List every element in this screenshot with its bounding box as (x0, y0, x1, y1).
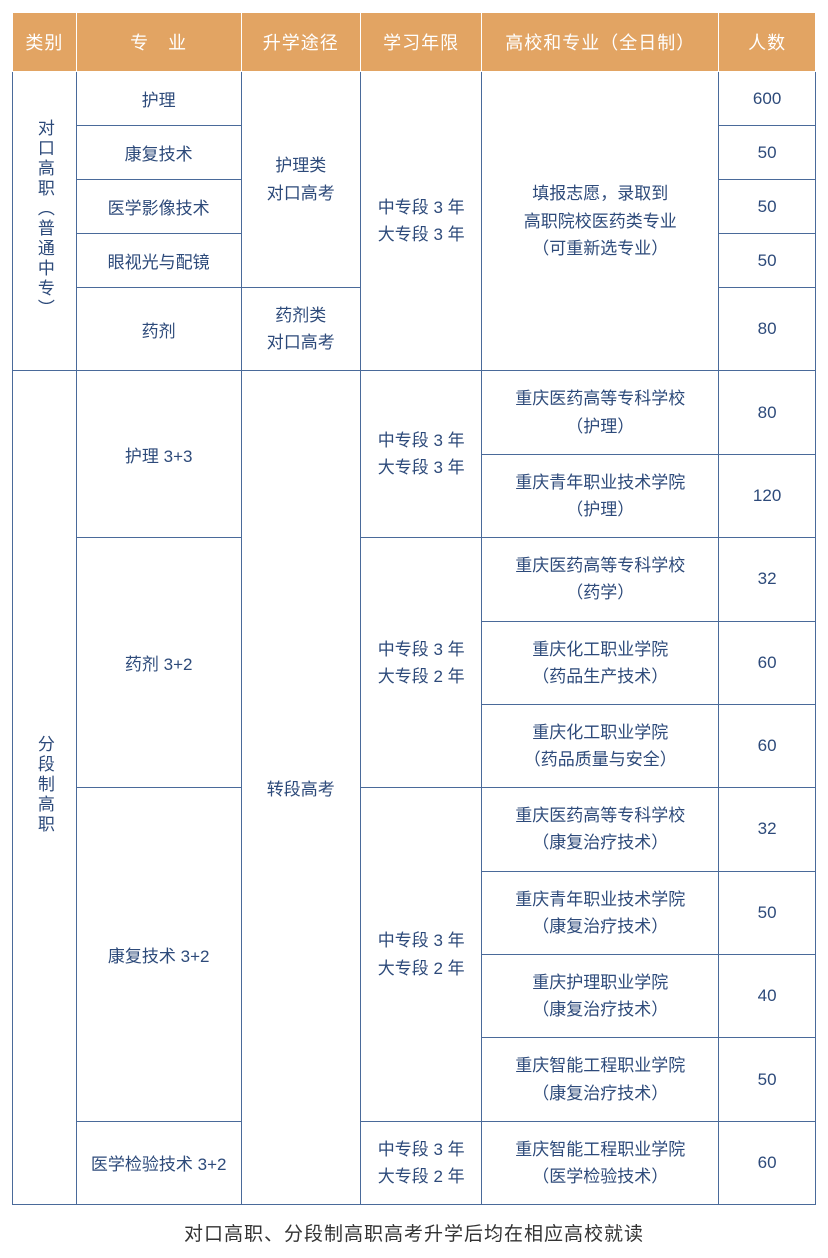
college-line: 重庆医药高等专科学校 (515, 806, 685, 825)
path-cell: 药剂类 对口高考 (241, 288, 360, 371)
duration-cell: 中专段 3 年 大专段 2 年 (360, 1121, 481, 1204)
college-line: （康复治疗技术） (532, 917, 668, 936)
college-line: 重庆智能工程职业学院 (515, 1140, 685, 1159)
enrollment-table: 类别 专 业 升学途径 学习年限 高校和专业（全日制） 人数 对口高职（普通中专… (12, 12, 816, 1205)
footnote-text: 对口高职、分段制高职高考升学后均在相应高校就读 (12, 1219, 816, 1246)
table-row: 分段制高职 护理 3+3 转段高考 中专段 3 年 大专段 3 年 重庆医药高等… (13, 371, 816, 454)
duration-line: 中专段 3 年 (378, 431, 465, 450)
table-row: 医学检验技术 3+2 中专段 3 年 大专段 2 年 重庆智能工程职业学院 （医… (13, 1121, 816, 1204)
college-cell: 填报志愿，录取到 高职院校医药类专业 （可重新选专业） (482, 72, 719, 371)
college-cell: 重庆医药高等专科学校 （护理） (482, 371, 719, 454)
major-cell: 药剂 3+2 (76, 538, 241, 788)
duration-line: 中专段 3 年 (378, 640, 465, 659)
college-line: （康复治疗技术） (532, 833, 668, 852)
duration-line: 大专段 2 年 (378, 1167, 465, 1186)
college-line: （康复治疗技术） (532, 1000, 668, 1019)
category-cell: 分段制高职 (13, 371, 77, 1205)
duration-line: 大专段 2 年 (378, 667, 465, 686)
path-cell: 护理类 对口高考 (241, 72, 360, 288)
duration-line: 中专段 3 年 (378, 198, 465, 217)
college-cell: 重庆智能工程职业学院 （医学检验技术） (482, 1121, 719, 1204)
header-category: 类别 (13, 13, 77, 72)
duration-line: 中专段 3 年 (378, 931, 465, 950)
college-line: 重庆医药高等专科学校 (515, 556, 685, 575)
college-line: 重庆医药高等专科学校 (515, 389, 685, 408)
major-cell: 医学检验技术 3+2 (76, 1121, 241, 1204)
header-major: 专 业 (76, 13, 241, 72)
count-cell: 80 (719, 371, 816, 454)
path-cell: 转段高考 (241, 371, 360, 1205)
major-cell: 康复技术 3+2 (76, 788, 241, 1122)
count-cell: 80 (719, 288, 816, 371)
count-cell: 32 (719, 538, 816, 621)
duration-line: 中专段 3 年 (378, 1140, 465, 1159)
college-line: 重庆化工职业学院 (532, 640, 668, 659)
college-line: （康复治疗技术） (532, 1084, 668, 1103)
count-cell: 40 (719, 955, 816, 1038)
count-cell: 50 (719, 1038, 816, 1121)
college-line: 高职院校医药类专业 (524, 212, 677, 231)
duration-line: 大专段 3 年 (378, 458, 465, 477)
count-cell: 50 (719, 180, 816, 234)
college-line: （药学） (566, 583, 634, 602)
path-line: 对口高考 (267, 184, 335, 203)
major-cell: 护理 3+3 (76, 371, 241, 538)
college-line: 重庆智能工程职业学院 (515, 1056, 685, 1075)
major-cell: 医学影像技术 (76, 180, 241, 234)
college-cell: 重庆化工职业学院 （药品质量与安全） (482, 704, 719, 787)
major-cell: 药剂 (76, 288, 241, 371)
college-cell: 重庆医药高等专科学校 （药学） (482, 538, 719, 621)
count-cell: 600 (719, 72, 816, 126)
count-cell: 50 (719, 234, 816, 288)
duration-cell: 中专段 3 年 大专段 3 年 (360, 371, 481, 538)
college-line: （护理） (566, 417, 634, 436)
header-row: 类别 专 业 升学途径 学习年限 高校和专业（全日制） 人数 (13, 13, 816, 72)
college-line: （可重新选专业） (532, 239, 668, 258)
count-cell: 50 (719, 126, 816, 180)
college-line: （护理） (566, 500, 634, 519)
count-cell: 50 (719, 871, 816, 954)
table-row: 康复技术 3+2 中专段 3 年 大专段 2 年 重庆医药高等专科学校 （康复治… (13, 788, 816, 871)
header-count: 人数 (719, 13, 816, 72)
path-line: 护理类 (275, 156, 326, 175)
count-cell: 32 (719, 788, 816, 871)
duration-cell: 中专段 3 年 大专段 3 年 (360, 72, 481, 371)
college-line: （药品质量与安全） (524, 750, 677, 769)
college-cell: 重庆智能工程职业学院 （康复治疗技术） (482, 1038, 719, 1121)
category-label: 分段制高职 (32, 735, 57, 835)
college-line: （药品生产技术） (532, 667, 668, 686)
college-cell: 重庆青年职业技术学院 （康复治疗技术） (482, 871, 719, 954)
duration-line: 大专段 3 年 (378, 225, 465, 244)
table-row: 对口高职（普通中专） 护理 护理类 对口高考 中专段 3 年 大专段 3 年 填… (13, 72, 816, 126)
college-cell: 重庆青年职业技术学院 （护理） (482, 454, 719, 537)
duration-cell: 中专段 3 年 大专段 2 年 (360, 538, 481, 788)
major-cell: 眼视光与配镜 (76, 234, 241, 288)
path-line: 对口高考 (267, 333, 335, 352)
major-cell: 护理 (76, 72, 241, 126)
college-line: （医学检验技术） (532, 1167, 668, 1186)
college-line: 重庆青年职业技术学院 (515, 890, 685, 909)
college-cell: 重庆护理职业学院 （康复治疗技术） (482, 955, 719, 1038)
count-cell: 60 (719, 621, 816, 704)
count-cell: 60 (719, 1121, 816, 1204)
major-cell: 康复技术 (76, 126, 241, 180)
category-cell: 对口高职（普通中专） (13, 72, 77, 371)
duration-cell: 中专段 3 年 大专段 2 年 (360, 788, 481, 1122)
duration-line: 大专段 2 年 (378, 959, 465, 978)
college-cell: 重庆医药高等专科学校 （康复治疗技术） (482, 788, 719, 871)
college-line: 重庆护理职业学院 (532, 973, 668, 992)
header-path: 升学途径 (241, 13, 360, 72)
college-line: 重庆青年职业技术学院 (515, 473, 685, 492)
header-college: 高校和专业（全日制） (482, 13, 719, 72)
category-label: 对口高职（普通中专） (32, 119, 57, 319)
count-cell: 60 (719, 704, 816, 787)
path-line: 药剂类 (275, 306, 326, 325)
count-cell: 120 (719, 454, 816, 537)
table-row: 药剂 3+2 中专段 3 年 大专段 2 年 重庆医药高等专科学校 （药学） 3… (13, 538, 816, 621)
college-line: 重庆化工职业学院 (532, 723, 668, 742)
college-cell: 重庆化工职业学院 （药品生产技术） (482, 621, 719, 704)
header-duration: 学习年限 (360, 13, 481, 72)
college-line: 填报志愿，录取到 (532, 184, 668, 203)
